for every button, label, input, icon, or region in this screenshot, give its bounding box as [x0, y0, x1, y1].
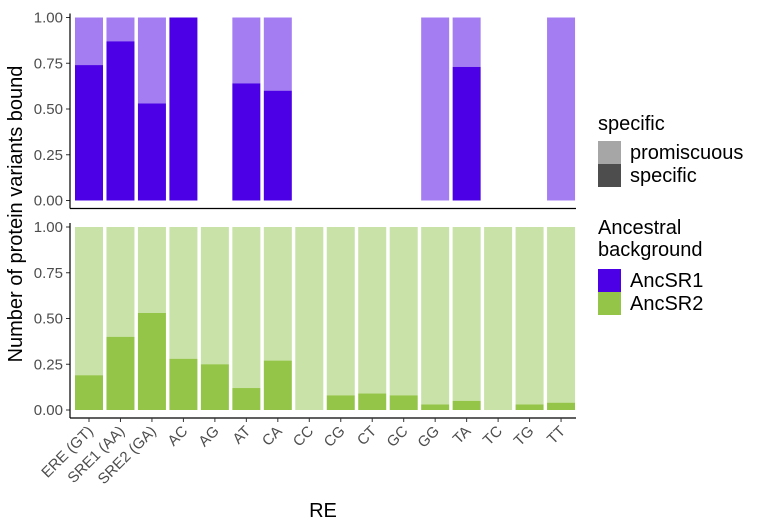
- bar-specific-AncSR2-SRE2 (GA): [137, 313, 166, 410]
- bar-specific-AncSR2-CT: [358, 393, 387, 410]
- y-tick-label-1-4: 1.00: [34, 10, 63, 27]
- y-tick-label-2-0: 0.00: [34, 402, 63, 419]
- bar-specific-AncSR2-ERE (GT): [75, 375, 103, 410]
- bar-specific-AncSR2-GC: [389, 395, 418, 410]
- x-tick-label-GG: GG: [414, 423, 443, 452]
- bar-promiscuous-AncSR2-GG: [421, 227, 450, 405]
- bar-promiscuous-AncSR2-SRE2 (GA): [137, 227, 166, 314]
- legend-1-label-promiscuous: promiscuous: [630, 142, 743, 164]
- bar-promiscuous-AncSR2-TA: [452, 227, 481, 401]
- bar-specific-AncSR2-AC: [169, 358, 198, 410]
- bar-promiscuous-AncSR1-SRE2 (GA): [137, 17, 166, 104]
- x-tick-label-AT: AT: [229, 423, 254, 448]
- legend-2-key-AncSR1: [598, 269, 621, 292]
- bar-specific-AncSR2-TT: [547, 402, 576, 410]
- y-tick-label-1-1: 0.25: [34, 147, 63, 164]
- bar-specific-AncSR2-AT: [232, 388, 261, 410]
- bar-specific-AncSR1-AC: [169, 17, 198, 201]
- bar-promiscuous-AncSR2-AC: [169, 227, 198, 359]
- bar-promiscuous-AncSR2-TT: [547, 227, 576, 403]
- bar-specific-AncSR1-AT: [232, 83, 261, 201]
- legend-2-key-AncSR2: [598, 292, 621, 315]
- bar-promiscuous-AncSR2-CT: [358, 227, 387, 394]
- x-tick-label-CC: CC: [290, 423, 317, 450]
- y-tick-label-1-3: 0.75: [34, 55, 63, 72]
- bar-specific-AncSR1-ERE (GT): [75, 65, 103, 201]
- legend-2-title-line-2: background: [598, 239, 703, 261]
- y-tick-label-1-2: 0.50: [34, 101, 63, 118]
- bar-specific-AncSR1-CA: [263, 90, 292, 201]
- bar-specific-AncSR2-SRE1 (AA): [106, 336, 135, 410]
- bar-promiscuous-AncSR2-TC: [484, 227, 513, 410]
- bar-specific-AncSR2-CA: [263, 360, 292, 410]
- legend-1-title-line-1: specific: [598, 113, 665, 135]
- legend-1-key-promiscuous: [598, 141, 621, 164]
- legend-2-label-AncSR2: AncSR2: [630, 293, 703, 315]
- bar-promiscuous-AncSR2-CA: [263, 227, 292, 361]
- x-tick-label-TC: TC: [480, 423, 506, 449]
- legend-1-key-specific: [598, 164, 621, 187]
- bar-specific-AncSR1-SRE2 (GA): [137, 103, 166, 201]
- bar-promiscuous-AncSR2-CG: [326, 227, 355, 396]
- x-tick-label-TT: TT: [544, 423, 569, 448]
- x-tick-label-CG: CG: [321, 423, 349, 451]
- bar-promiscuous-AncSR2-SRE1 (AA): [106, 227, 135, 337]
- legend-2-label-AncSR1: AncSR1: [630, 270, 703, 292]
- bar-specific-AncSR2-AG: [200, 364, 229, 410]
- y-tick-label-2-4: 1.00: [34, 219, 63, 236]
- x-tick-label-TG: TG: [511, 423, 538, 450]
- y-tick-label-2-2: 0.50: [34, 311, 63, 328]
- bar-promiscuous-AncSR1-GG: [421, 17, 450, 201]
- y-tick-label-2-1: 0.25: [34, 356, 63, 373]
- x-tick-label-GC: GC: [384, 423, 412, 451]
- bar-promiscuous-AncSR1-ERE (GT): [75, 17, 103, 66]
- bar-specific-AncSR2-TG: [515, 404, 544, 410]
- x-axis-title: RE: [309, 500, 337, 522]
- y-tick-label-1-0: 0.00: [34, 193, 63, 210]
- y-axis-title: Number of protein variants bound: [5, 66, 27, 363]
- bar-promiscuous-AncSR1-TA: [452, 17, 481, 67]
- y-tick-label-2-3: 0.75: [34, 265, 63, 282]
- x-tick-label-TA: TA: [450, 423, 475, 448]
- bar-specific-AncSR2-TA: [452, 400, 481, 410]
- bar-promiscuous-AncSR2-ERE (GT): [75, 227, 103, 376]
- bar-specific-AncSR2-GG: [421, 404, 450, 410]
- bar-promiscuous-AncSR2-GC: [389, 227, 418, 396]
- bar-promiscuous-AncSR2-CC: [295, 227, 324, 410]
- x-tick-label-AC: AC: [164, 423, 191, 450]
- bar-promiscuous-AncSR2-AG: [200, 227, 229, 365]
- bar-specific-AncSR1-TA: [452, 66, 481, 201]
- bar-promiscuous-AncSR1-SRE1 (AA): [106, 17, 135, 42]
- bar-specific-AncSR1-SRE1 (AA): [106, 41, 135, 201]
- bar-promiscuous-AncSR2-AT: [232, 227, 261, 389]
- bar-promiscuous-AncSR2-TG: [515, 227, 544, 405]
- x-tick-label-CT: CT: [354, 423, 380, 449]
- legend-1-label-specific: specific: [630, 165, 697, 187]
- bar-specific-AncSR2-CG: [326, 395, 355, 410]
- bar-promiscuous-AncSR1-AT: [232, 17, 261, 84]
- bar-promiscuous-AncSR1-CA: [263, 17, 292, 91]
- x-tick-label-AG: AG: [195, 423, 222, 450]
- bar-promiscuous-AncSR1-TT: [547, 17, 576, 201]
- x-tick-label-CA: CA: [259, 423, 286, 450]
- legend-2-title-line-1: Ancestral: [598, 217, 681, 239]
